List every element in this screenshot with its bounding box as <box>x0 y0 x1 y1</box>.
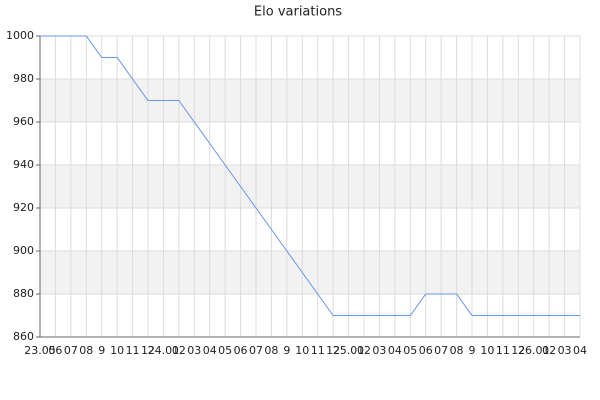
x-tick-label: 06 <box>48 344 62 357</box>
x-tick-label: 11 <box>126 344 140 357</box>
x-tick-label: 03 <box>558 344 572 357</box>
x-tick-label: 05 <box>218 344 232 357</box>
x-tick-label: 08 <box>264 344 278 357</box>
grid-band <box>40 79 580 122</box>
y-tick-label: 1000 <box>6 29 34 42</box>
line-series <box>40 35 580 316</box>
x-tick-label: 02 <box>542 344 556 357</box>
chart-title: Elo variations <box>254 5 342 20</box>
y-tick-label: 960 <box>13 115 34 128</box>
y-tick-label: 860 <box>13 330 34 343</box>
y-tick-label: 980 <box>13 72 34 85</box>
x-tick-label: 10 <box>295 344 309 357</box>
y-tick-label: 880 <box>13 287 34 300</box>
x-tick-label: 07 <box>64 344 78 357</box>
x-tick-label: 25.01 <box>333 344 365 357</box>
x-tick-label: 10 <box>480 344 494 357</box>
x-tick-label: 03 <box>372 344 386 357</box>
x-tick-label: 11 <box>496 344 510 357</box>
x-tick-label: 12 <box>326 344 340 357</box>
x-tick-label: 07 <box>249 344 263 357</box>
x-tick-label: 07 <box>434 344 448 357</box>
x-tick-label: 24.01 <box>148 344 180 357</box>
x-tick-label: 04 <box>203 344 217 357</box>
x-tick-label: 12 <box>511 344 525 357</box>
x-tick-label: 26.01 <box>518 344 550 357</box>
x-tick-label: 05 <box>403 344 417 357</box>
y-tick-label: 900 <box>13 244 34 257</box>
x-tick-label: 04 <box>388 344 402 357</box>
x-tick-label: 03 <box>187 344 201 357</box>
x-tick-label: 06 <box>234 344 248 357</box>
x-tick-label: 02 <box>357 344 371 357</box>
x-tick-label: 9 <box>283 344 290 357</box>
x-tick-label: 04 <box>573 344 587 357</box>
x-tick-label: 9 <box>98 344 105 357</box>
x-tick-label: 08 <box>450 344 464 357</box>
x-tick-label: 06 <box>419 344 433 357</box>
grid-band <box>40 251 580 294</box>
x-tick-label: 9 <box>469 344 476 357</box>
grid-band <box>40 165 580 208</box>
y-tick-label: 940 <box>13 158 34 171</box>
x-tick-label: 23.05 <box>24 344 56 357</box>
x-tick-label: 08 <box>79 344 93 357</box>
x-tick-label: 12 <box>141 344 155 357</box>
y-tick-label: 920 <box>13 201 34 214</box>
x-tick-label: 11 <box>311 344 325 357</box>
x-tick-label: 10 <box>110 344 124 357</box>
x-tick-label: 02 <box>172 344 186 357</box>
